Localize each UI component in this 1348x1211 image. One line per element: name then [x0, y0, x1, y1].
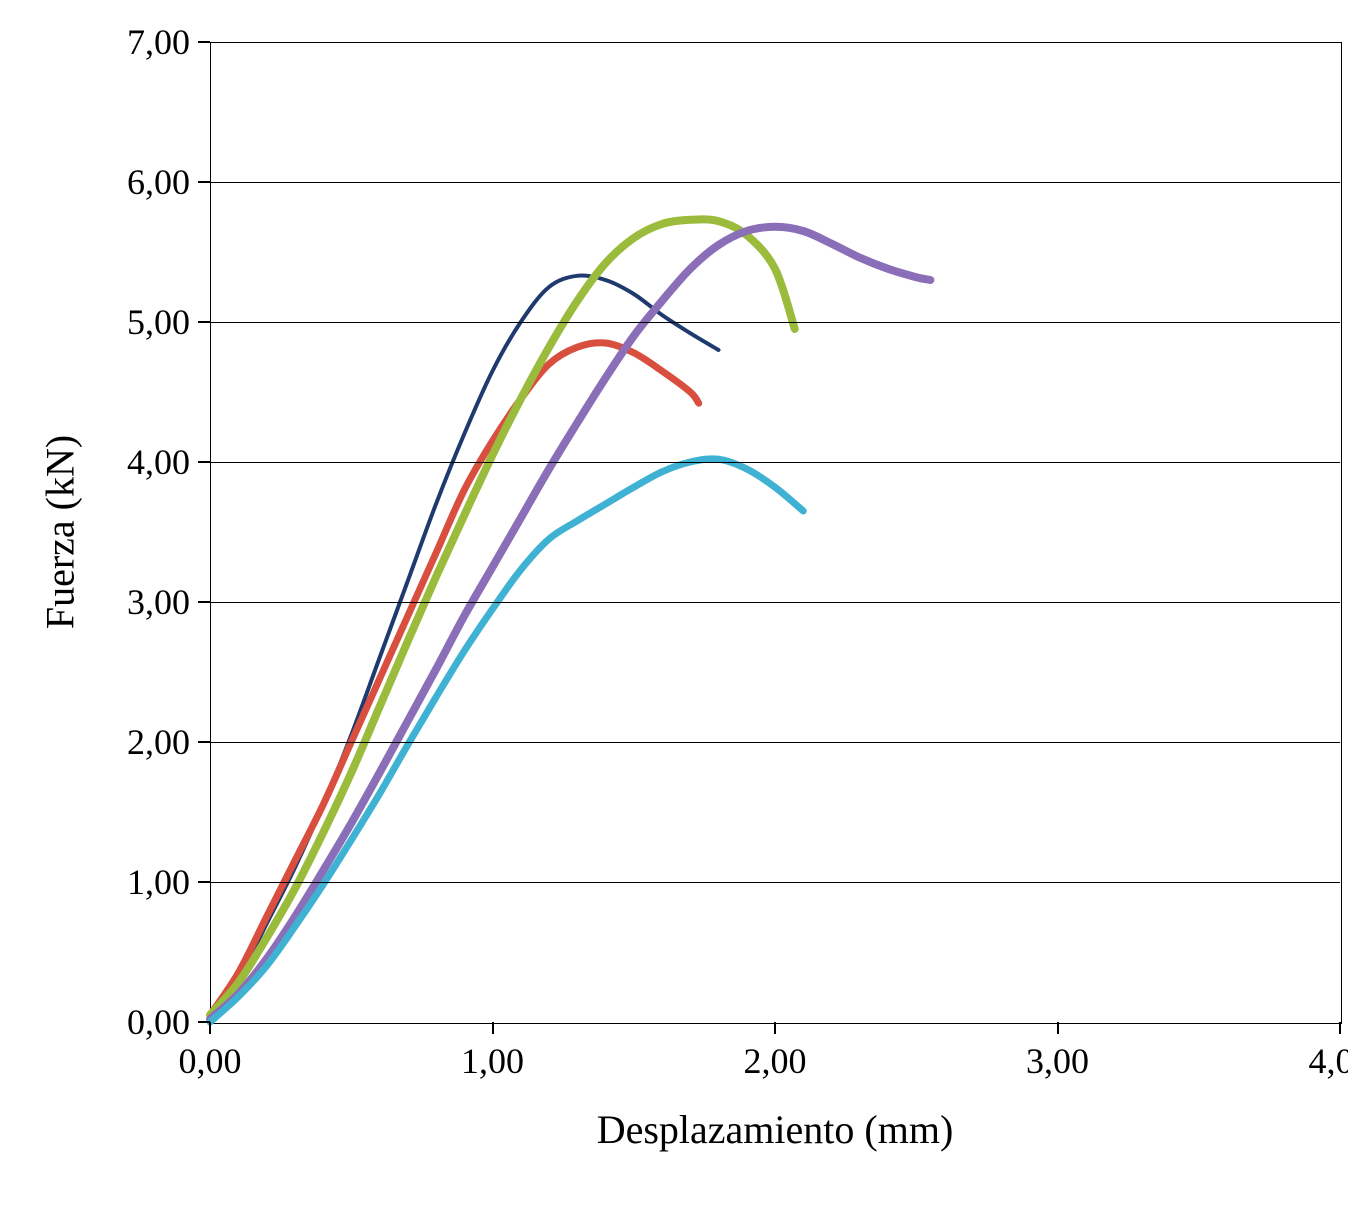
y-tick-label: 7,00 [127, 21, 190, 63]
y-tick-label: 1,00 [127, 861, 190, 903]
x-tick [492, 1022, 494, 1034]
series-green [210, 219, 795, 1015]
x-tick [774, 1022, 776, 1034]
x-tick-label: 0,00 [179, 1040, 242, 1082]
x-tick-label: 4,00 [1309, 1040, 1348, 1082]
x-tick-label: 2,00 [744, 1040, 807, 1082]
y-tick-label: 6,00 [127, 161, 190, 203]
y-gridline [210, 462, 1340, 463]
y-gridline [210, 742, 1340, 743]
force-displacement-chart: Fuerza (kN) Desplazamiento (mm) 0,00 1,00… [20, 20, 1348, 1191]
x-tick [1057, 1022, 1059, 1034]
x-tick [209, 1022, 211, 1034]
y-tick-label: 5,00 [127, 301, 190, 343]
x-tick-label: 1,00 [461, 1040, 524, 1082]
y-tick [198, 601, 210, 603]
y-tick [198, 881, 210, 883]
y-gridline [210, 182, 1340, 183]
y-tick-label: 2,00 [127, 721, 190, 763]
series-purple [210, 227, 930, 1019]
x-tick [1339, 1022, 1341, 1034]
y-tick [198, 321, 210, 323]
y-axis-label: Fuerza (kN) [37, 435, 84, 629]
y-gridline [210, 882, 1340, 883]
y-gridline [210, 602, 1340, 603]
y-tick [198, 741, 210, 743]
y-tick [198, 41, 210, 43]
series-svg [20, 20, 1348, 1191]
y-tick-label: 3,00 [127, 581, 190, 623]
y-tick-label: 0,00 [127, 1001, 190, 1043]
x-tick-label: 3,00 [1026, 1040, 1089, 1082]
y-tick [198, 181, 210, 183]
y-tick [198, 461, 210, 463]
y-gridline [210, 322, 1340, 323]
x-axis-label: Desplazamiento (mm) [597, 1106, 954, 1153]
y-tick-label: 4,00 [127, 441, 190, 483]
